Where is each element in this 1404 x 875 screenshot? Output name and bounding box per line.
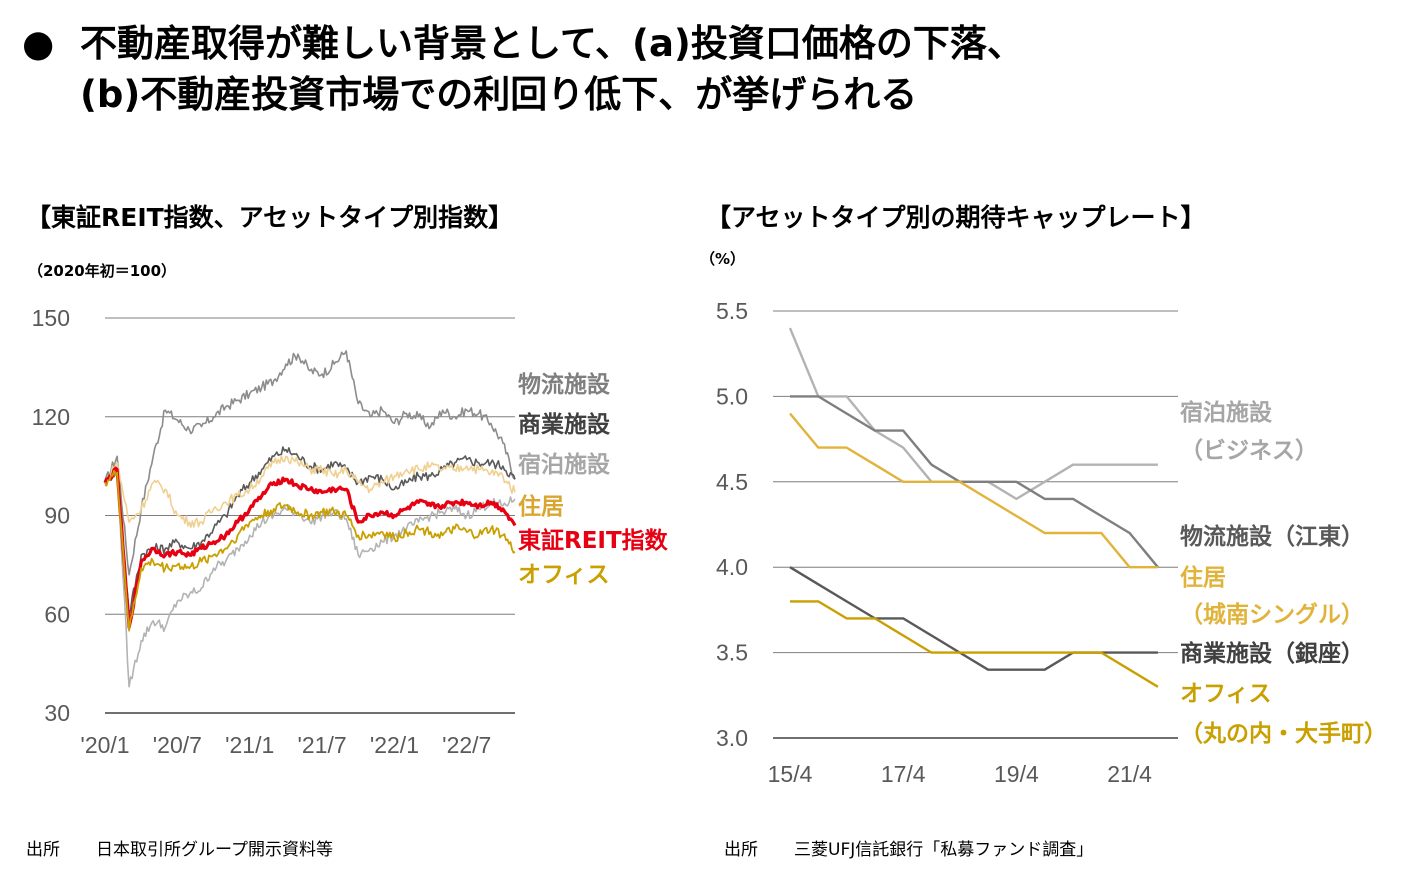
bullet-icon: ● [22,22,55,65]
left-x-tick-label: '20/1 [80,732,129,758]
left-series-line [104,465,516,688]
right-series-label: （ビジネス） [1180,437,1318,464]
right-x-tick-label: 15/4 [768,761,813,787]
right-series-label: 物流施設（江東） [1180,523,1364,550]
left-source-text: 日本取引所グループ開示資料等 [96,840,333,860]
left-x-tick-label: '21/7 [297,732,346,758]
right-series-line [790,600,1159,688]
left-series-line [104,446,516,616]
headline-line-2: (b)不動産投資市場での利回り低下、が挙げられる [80,73,918,116]
left-series-label: 住居 [518,493,564,520]
left-x-tick-label: '22/1 [370,732,419,758]
left-unit-label: （2020年初＝100） [28,262,177,280]
left-series-line [104,469,516,632]
right-series-label: （丸の内・大手町） [1180,720,1387,747]
left-x-tick-label: '21/1 [225,732,274,758]
left-x-tick-label: '20/7 [153,732,202,758]
right-y-tick-label: 3.0 [716,725,748,751]
right-y-tick-label: 5.0 [716,383,748,409]
left-y-tick-label: 60 [44,601,70,627]
left-y-tick-label: 120 [32,404,70,430]
left-series-label: 宿泊施設 [518,451,611,478]
right-series-label: 商業施設（銀座） [1180,640,1364,667]
right-series-label: 宿泊施設 [1180,399,1273,426]
right-y-tick-label: 4.0 [716,554,748,580]
right-source: 出所 三菱UFJ信託銀行「私募ファンド調査」 [724,835,1093,860]
right-y-tick-label: 4.5 [716,469,748,495]
right-x-tick-label: 17/4 [881,761,926,787]
left-y-tick-label: 90 [44,503,70,529]
right-chart-title: 【アセットタイプ別の期待キャップレート】 [706,203,1206,232]
right-unit-label: （%） [700,250,746,268]
left-source: 出所 日本取引所グループ開示資料等 [26,835,333,860]
headline-line-1: 不動産取得が難しい背景として、(a)投資口価格の下落、 [80,22,1024,65]
right-x-tick-label: 21/4 [1107,761,1152,787]
left-series-line [104,454,516,528]
left-chart-title: 【東証REIT指数、アセットタイプ別指数】 [26,203,514,232]
left-x-tick-label: '22/7 [442,732,491,758]
left-series-label: 東証REIT指数 [518,527,669,554]
right-source-label: 出所 [724,840,758,860]
left-series-line [104,350,516,576]
right-series-label: オフィス [1180,681,1272,707]
right-y-tick-label: 5.5 [716,298,748,324]
left-y-tick-label: 150 [32,305,70,331]
left-series-label: 商業施設 [518,411,611,438]
right-series-line [790,395,1159,568]
right-source-text: 三菱UFJ信託銀行「私募ファンド調査」 [794,840,1094,860]
left-series-label: オフィス [518,562,610,588]
left-series-line [103,466,517,630]
right-series-line [789,412,1158,569]
left-source-label: 出所 [26,840,60,860]
right-series-label: 住居 [1180,564,1226,591]
right-x-tick-label: 19/4 [994,761,1039,787]
left-y-tick-label: 30 [44,700,70,726]
left-series-label: 物流施設 [518,371,611,398]
right-series-label: （城南シングル） [1180,601,1364,628]
right-y-tick-label: 3.5 [716,640,748,666]
